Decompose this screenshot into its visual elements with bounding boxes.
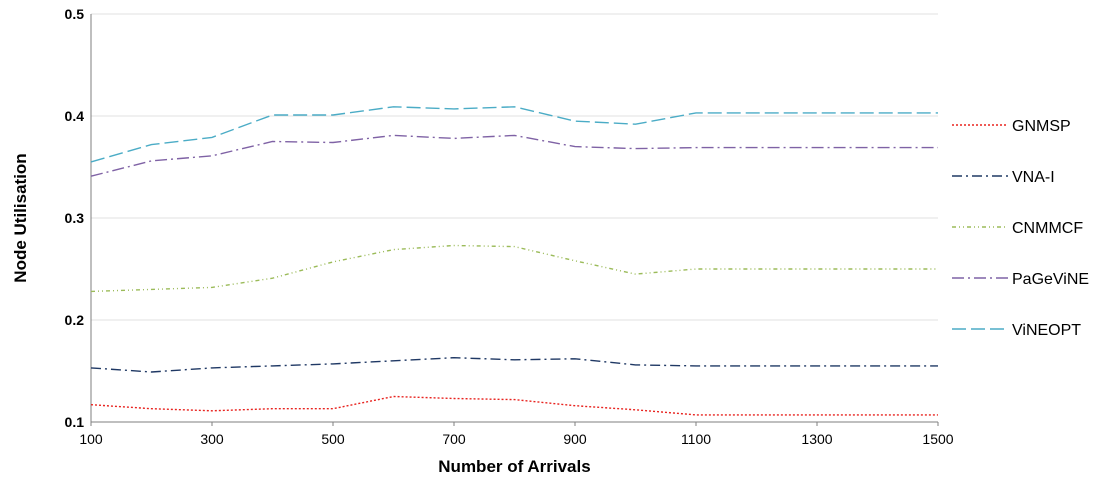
gridlines bbox=[91, 13, 938, 321]
y-axis-title: Node Utilisation bbox=[11, 153, 30, 282]
y-axis-ticks: 0.1 0.2 0.3 0.4 0.5 bbox=[65, 6, 85, 430]
x-axis-ticks: 100 300 500 700 900 1100 1300 1500 bbox=[79, 422, 954, 447]
y-tick-label: 0.1 bbox=[65, 414, 85, 430]
x-tick-label: 1300 bbox=[801, 431, 832, 447]
y-tick-label: 0.4 bbox=[65, 108, 85, 124]
legend-label: VNA-I bbox=[1012, 169, 1055, 186]
legend: GNMSP VNA-I CNMMCF PaGeViNE ViNEOPT bbox=[952, 118, 1089, 339]
y-tick-label: 0.2 bbox=[65, 312, 85, 328]
legend-label: ViNEOPT bbox=[1012, 322, 1081, 339]
y-tick-label: 0.3 bbox=[65, 210, 85, 226]
x-tick-label: 700 bbox=[442, 431, 466, 447]
y-tick-label: 0.5 bbox=[65, 6, 85, 22]
series-line-vna-i bbox=[90, 356, 938, 373]
x-tick-label: 1500 bbox=[922, 431, 953, 447]
legend-label: GNMSP bbox=[1012, 118, 1071, 135]
series-lines bbox=[90, 106, 938, 416]
x-tick-label: 100 bbox=[79, 431, 103, 447]
x-tick-label: 300 bbox=[200, 431, 224, 447]
x-tick-label: 900 bbox=[563, 431, 587, 447]
x-tick-label: 500 bbox=[321, 431, 345, 447]
legend-label: PaGeViNE bbox=[1012, 271, 1089, 288]
x-tick-label: 1100 bbox=[681, 431, 711, 447]
series-line-cnmmcf bbox=[90, 244, 938, 293]
series-line-pagevine bbox=[90, 134, 938, 177]
series-line-gnmsp bbox=[90, 395, 938, 416]
x-axis-title: Number of Arrivals bbox=[438, 457, 590, 476]
legend-label: CNMMCF bbox=[1012, 220, 1083, 237]
series-line-vineopt bbox=[90, 106, 938, 163]
